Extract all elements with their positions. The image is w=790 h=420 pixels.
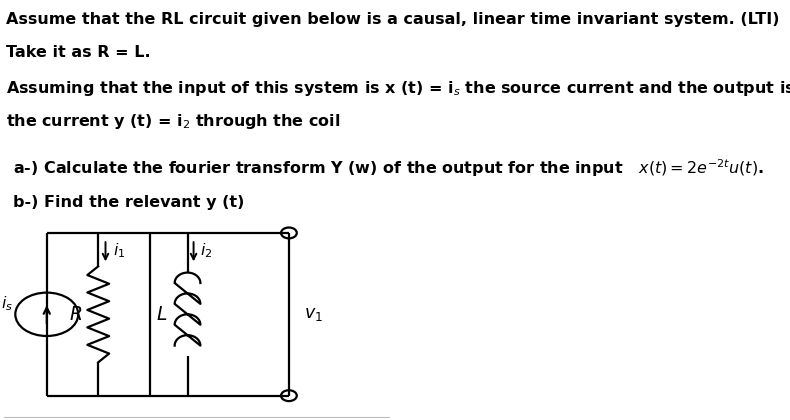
Text: $i_2$: $i_2$: [200, 241, 212, 260]
Text: $i_1$: $i_1$: [114, 241, 126, 260]
Text: a-) Calculate the fourier transform Y (w) of the output for the input   $x(t) = : a-) Calculate the fourier transform Y (w…: [13, 157, 765, 179]
Text: $i_s$: $i_s$: [2, 294, 13, 313]
Text: b-) Find the relevant y (t): b-) Find the relevant y (t): [13, 195, 245, 210]
Text: Assume that the RL circuit given below is a causal, linear time invariant system: Assume that the RL circuit given below i…: [6, 12, 780, 27]
Text: Take it as R = L.: Take it as R = L.: [6, 45, 151, 60]
Text: Assuming that the input of this system is x (t) = i$_s$ the source current and t: Assuming that the input of this system i…: [6, 79, 790, 97]
Text: $R$: $R$: [69, 305, 82, 324]
Text: $v_1$: $v_1$: [304, 305, 323, 323]
Text: $L$: $L$: [156, 305, 167, 324]
Text: the current y (t) = i$_2$ through the coil: the current y (t) = i$_2$ through the co…: [6, 112, 340, 131]
